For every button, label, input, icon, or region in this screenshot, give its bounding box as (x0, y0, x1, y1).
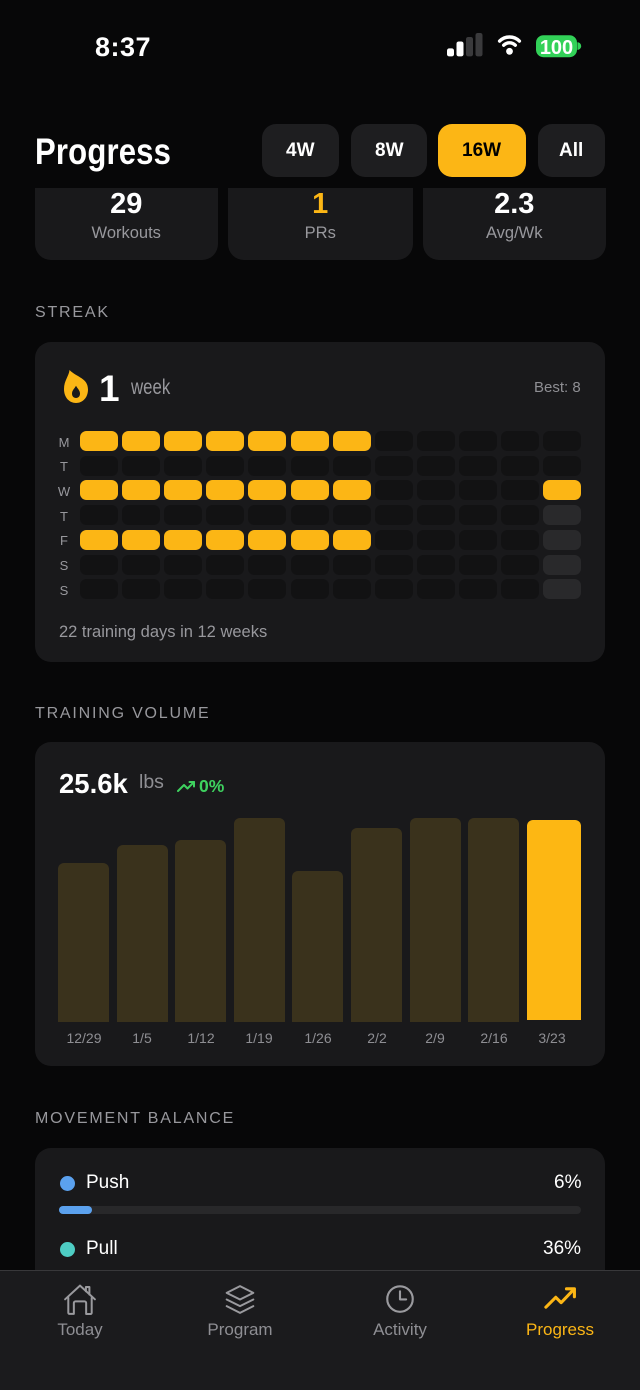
svg-text:100: 100 (540, 37, 573, 59)
